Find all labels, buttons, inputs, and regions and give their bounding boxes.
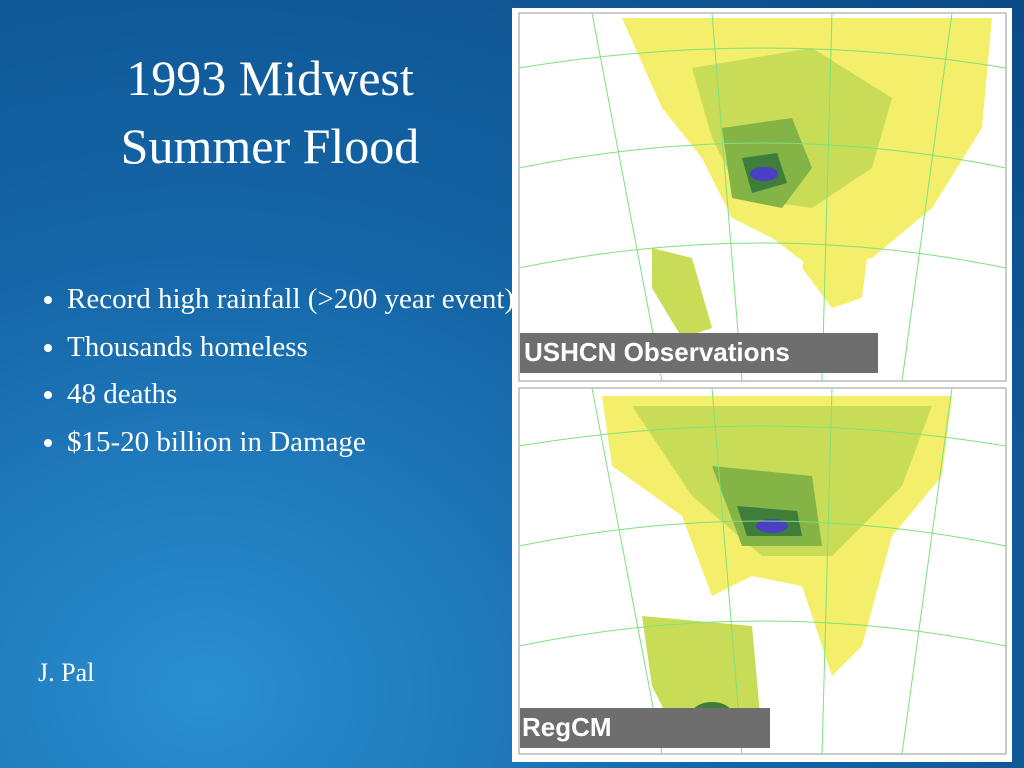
bullet-list: Record high rainfall (>200 year event)Th… — [30, 276, 537, 466]
panel-frame — [518, 387, 1007, 755]
label-box — [520, 708, 770, 748]
figure-label: USHCN Observations — [524, 337, 790, 367]
map-panel: RegCM — [512, 386, 1012, 762]
bullet: Record high rainfall (>200 year event) — [67, 276, 537, 324]
bullet: 48 deaths — [67, 371, 537, 419]
panel-frame — [518, 12, 1007, 382]
map-grid — [518, 387, 1007, 755]
map-shading — [622, 18, 992, 338]
label-box — [520, 333, 878, 373]
map-panel: USHCN Observations — [512, 8, 1012, 386]
map-grid — [518, 12, 1007, 382]
bullet: Thousands homeless — [67, 324, 537, 372]
bullet: $15-20 billion in Damage — [67, 419, 537, 467]
slide-title: 1993 Midwest Summer Flood — [120, 50, 420, 174]
author: J. Pal — [38, 658, 95, 687]
figure-label: RegCM — [522, 712, 612, 742]
